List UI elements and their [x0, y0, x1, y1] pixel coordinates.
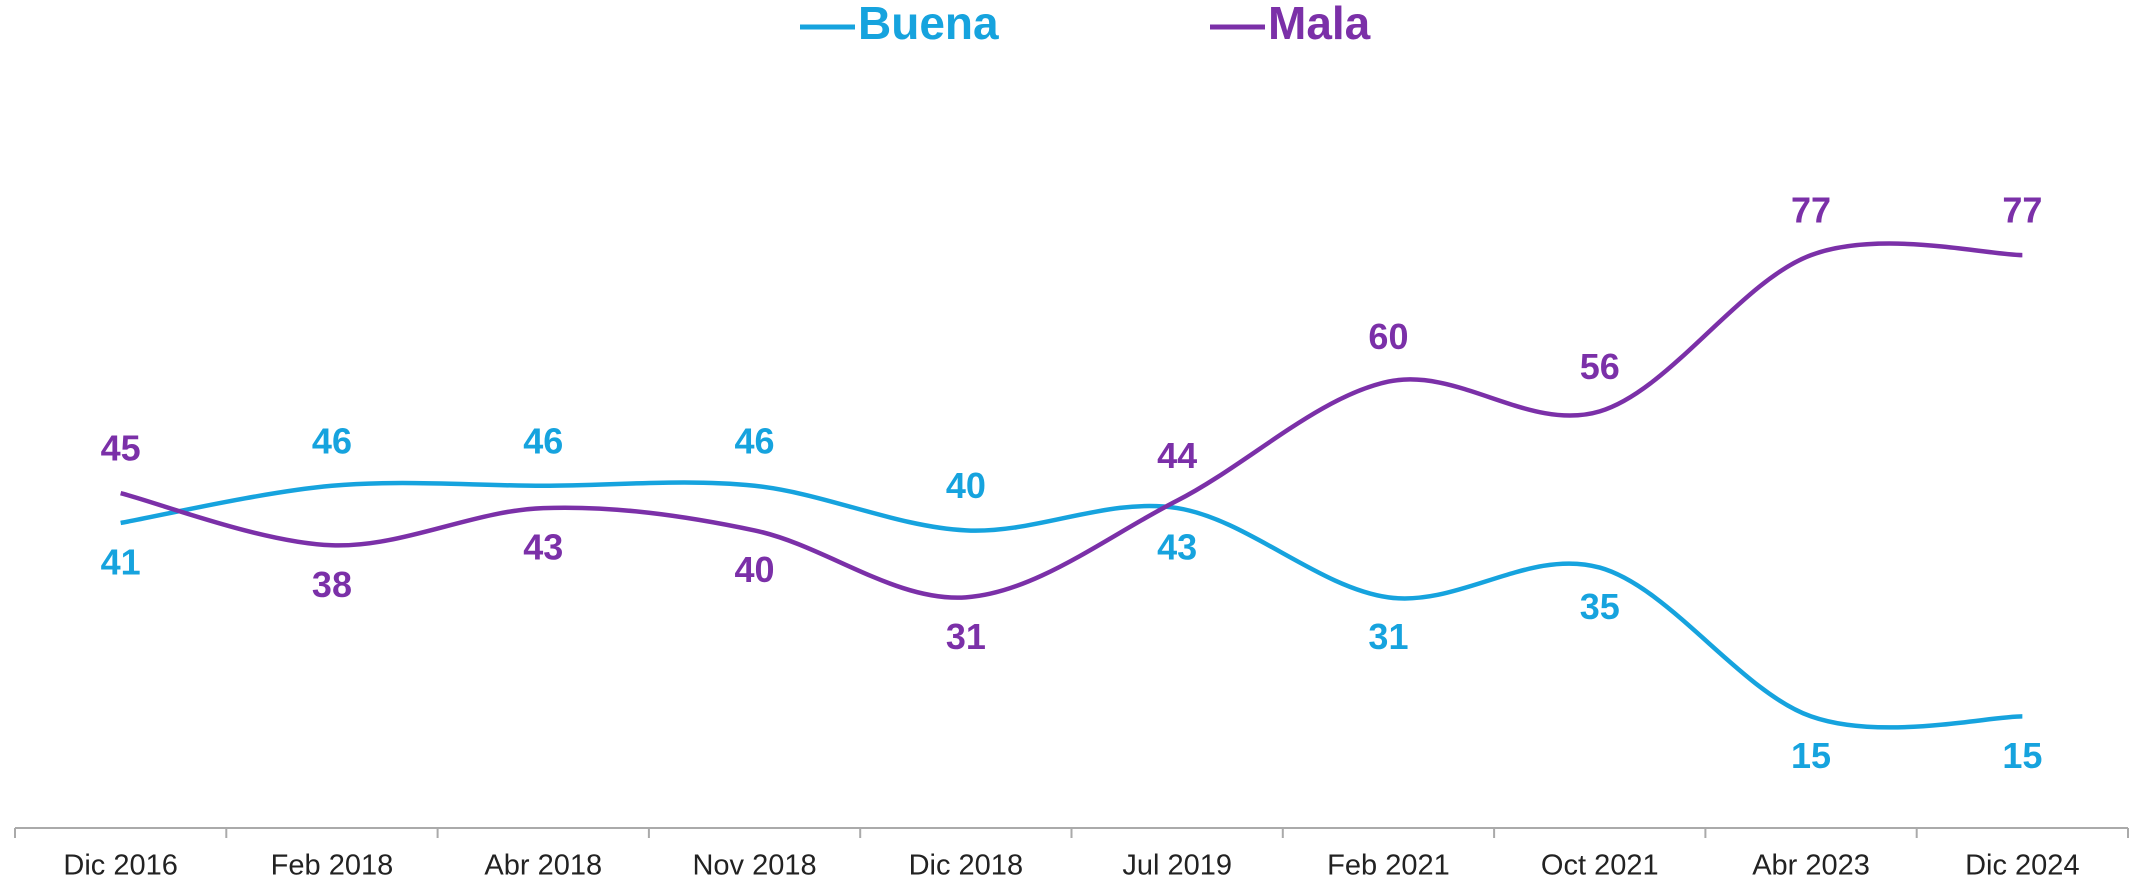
data-label: 46	[735, 420, 775, 461]
x-tick-label: Feb 2021	[1327, 850, 1450, 882]
x-tick-label: Dic 2018	[909, 850, 1023, 882]
x-tick-label: Feb 2018	[271, 850, 394, 882]
data-label: 77	[2002, 190, 2042, 231]
series-line	[120, 480, 2023, 730]
data-label: 40	[735, 549, 775, 590]
legend-label: Mala	[1268, 0, 1371, 49]
data-label: 46	[523, 420, 563, 461]
data-label: 46	[312, 420, 352, 461]
data-label: 15	[2002, 735, 2042, 776]
data-label: 44	[1157, 435, 1197, 476]
data-label: 43	[1157, 527, 1197, 568]
data-label: 31	[946, 616, 986, 657]
legend-label: Buena	[858, 0, 999, 49]
data-label: 15	[1791, 735, 1831, 776]
data-label: 77	[1791, 190, 1831, 231]
x-tick-label: Abr 2023	[1752, 850, 1870, 882]
data-label: 41	[101, 541, 141, 582]
x-tick-label: Oct 2021	[1541, 850, 1659, 882]
data-label: 45	[101, 428, 141, 469]
data-label: 60	[1368, 316, 1408, 357]
x-tick-label: Jul 2019	[1122, 850, 1232, 882]
series-line	[120, 241, 2023, 600]
data-label: 38	[312, 564, 352, 605]
x-tick-label: Dic 2024	[1965, 850, 2079, 882]
data-label: 43	[523, 527, 563, 568]
data-label: 40	[946, 465, 986, 506]
data-label: 56	[1580, 346, 1620, 387]
data-label: 31	[1368, 616, 1408, 657]
x-tick-label: Abr 2018	[484, 850, 602, 882]
x-tick-label: Dic 2016	[63, 850, 177, 882]
x-tick-label: Nov 2018	[692, 850, 816, 882]
data-label: 35	[1580, 586, 1620, 627]
